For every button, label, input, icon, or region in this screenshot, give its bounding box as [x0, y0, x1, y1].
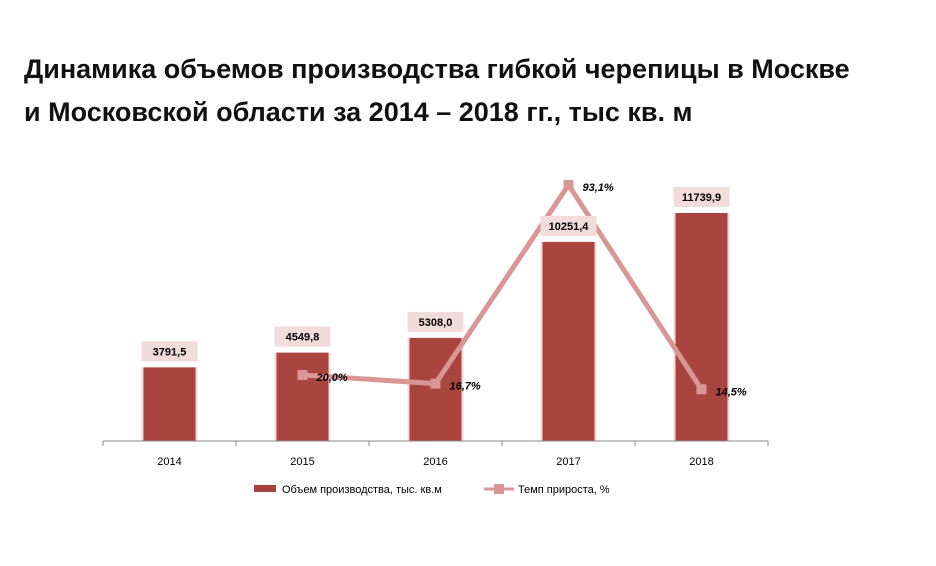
growth-rate-line: [302, 182, 704, 391]
bar-2017: [542, 241, 595, 441]
growth-marker-2018: [696, 384, 707, 395]
data-labels-layer: 3791,5 4549,8 5308,0 10251,4 11739,9 20,0% 16,…: [141, 182, 747, 398]
legend: Объем производства, тыс. кв.м Темп прирос…: [254, 484, 610, 496]
bar-value-label-2018: 11739,9: [682, 192, 721, 204]
bar-2015: [276, 352, 329, 441]
chart-title: Динамика объемов производства гибкой чер…: [24, 48, 914, 134]
legend-bar-label: Объем производства, тыс. кв.м: [282, 484, 442, 496]
bars-layer: [141, 213, 730, 441]
legend-line-label: Темп прироста, %: [518, 484, 610, 496]
x-tick-label-2017: 2017: [556, 456, 580, 468]
bar-value-label-bg: [274, 326, 331, 347]
x-tick-label-2018: 2018: [689, 456, 713, 468]
bar-value-label-2016: 5308,0: [419, 317, 453, 329]
growth-line-layer: [297, 179, 707, 395]
bar-value-label-bg: [141, 341, 198, 362]
growth-label-2016: 16,7%: [450, 381, 481, 393]
bar-value-label-bg: [407, 311, 464, 332]
bar-value-label-2015: 4549,8: [286, 332, 320, 344]
growth-marker-2015: [297, 370, 308, 380]
x-tick-label-2016: 2016: [423, 456, 447, 468]
growth-marker-2017: [563, 179, 574, 190]
x-tick-label-2015: 2015: [290, 456, 314, 468]
chart-title-line-2: и Московской области за 2014 – 2018 гг.,…: [24, 97, 693, 127]
bar-value-label-bg: [673, 187, 730, 207]
chart-title-line-1: Динамика объемов производства гибкой чер…: [24, 54, 850, 84]
legend-line-marker: [494, 484, 504, 494]
bar-value-label-2017: 10251,4: [549, 221, 590, 233]
x-tick-label-2014: 2014: [157, 456, 181, 468]
growth-label-2018: 14,5%: [716, 386, 747, 398]
bar-value-label-bg: [540, 215, 597, 236]
legend-bar-swatch: [254, 485, 276, 492]
bar-value-label-2014: 3791,5: [153, 346, 187, 358]
growth-label-2017: 93,1%: [583, 182, 614, 194]
x-axis: 2014 2015 2016 2017 2018: [102, 440, 769, 468]
bar-2014: [143, 367, 196, 441]
growth-label-2015: 20,0%: [316, 372, 348, 384]
growth-marker-2016: [430, 378, 441, 389]
bar-2018: [675, 213, 728, 441]
